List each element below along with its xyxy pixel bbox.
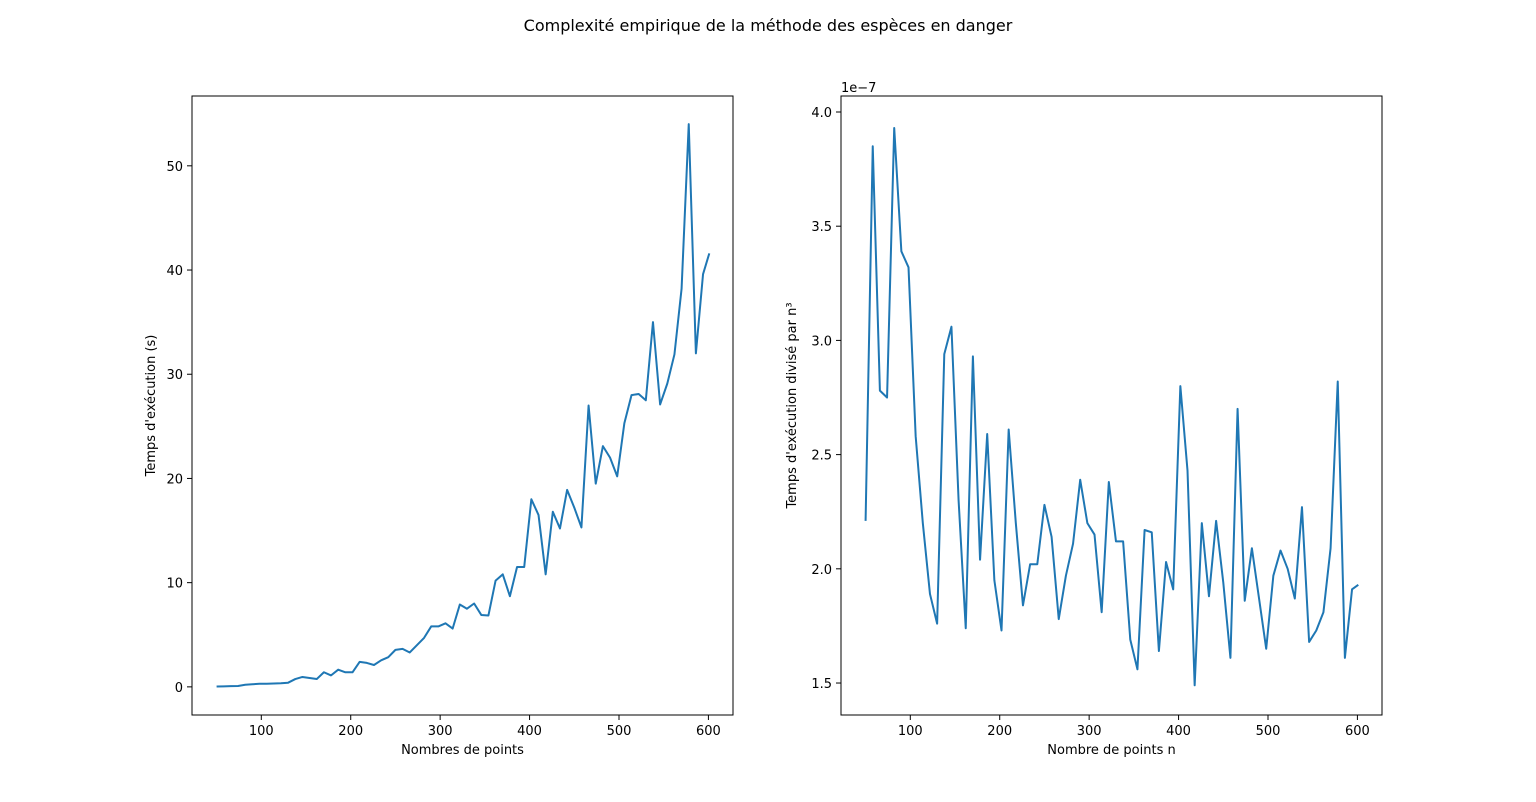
y-tick-label: 0 xyxy=(175,681,183,696)
right-chart: 100 200 300 400 500 600 1.5 2.0 2.5 3.0 3.5 4.0 Nomb… xyxy=(785,81,1383,758)
x-tick-label: 300 xyxy=(1077,724,1102,739)
y-tick-label: 1.5 xyxy=(811,677,832,692)
x-tick-label: 100 xyxy=(898,724,923,739)
x-axis-label: Nombres de points xyxy=(401,743,524,758)
y-axis-label: Temps d'exécution divisé par n³ xyxy=(785,302,800,509)
x-tick-label: 400 xyxy=(1166,724,1191,739)
offset-text: 1e−7 xyxy=(841,81,876,96)
y-tick-label: 3.5 xyxy=(811,220,832,235)
y-tick-label: 50 xyxy=(166,160,183,175)
y-tick-label: 3.0 xyxy=(811,334,832,349)
x-tick-label: 200 xyxy=(338,724,363,739)
axes-frame xyxy=(191,95,734,716)
x-tick-label: 400 xyxy=(517,724,542,739)
x-tick-label: 300 xyxy=(428,724,453,739)
axes-frame xyxy=(840,95,1383,716)
y-tick-label: 20 xyxy=(166,472,183,487)
series-line xyxy=(864,126,1359,687)
figure-title: Complexité empirique de la méthode des e… xyxy=(524,16,1013,35)
x-tick-label: 100 xyxy=(249,724,274,739)
x-tick-label: 200 xyxy=(987,724,1012,739)
y-axis-label: Temps d'exécution (s) xyxy=(144,335,159,478)
x-tick-label: 600 xyxy=(696,724,721,739)
series-line xyxy=(216,123,711,688)
left-chart: 100 200 300 400 500 600 0 10 20 30 40 50 Nombres de … xyxy=(144,95,734,758)
x-tick-label: 600 xyxy=(1345,724,1370,739)
x-tick-label: 500 xyxy=(1256,724,1281,739)
y-tick-label: 10 xyxy=(166,577,183,592)
y-tick-label: 40 xyxy=(166,264,183,279)
y-tick-label: 4.0 xyxy=(811,106,832,121)
x-tick-label: 500 xyxy=(607,724,632,739)
y-tick-label: 2.5 xyxy=(811,449,832,464)
y-tick-label: 2.0 xyxy=(811,563,832,578)
y-tick-label: 30 xyxy=(166,368,183,383)
x-axis-label: Nombre de points n xyxy=(1047,743,1175,758)
